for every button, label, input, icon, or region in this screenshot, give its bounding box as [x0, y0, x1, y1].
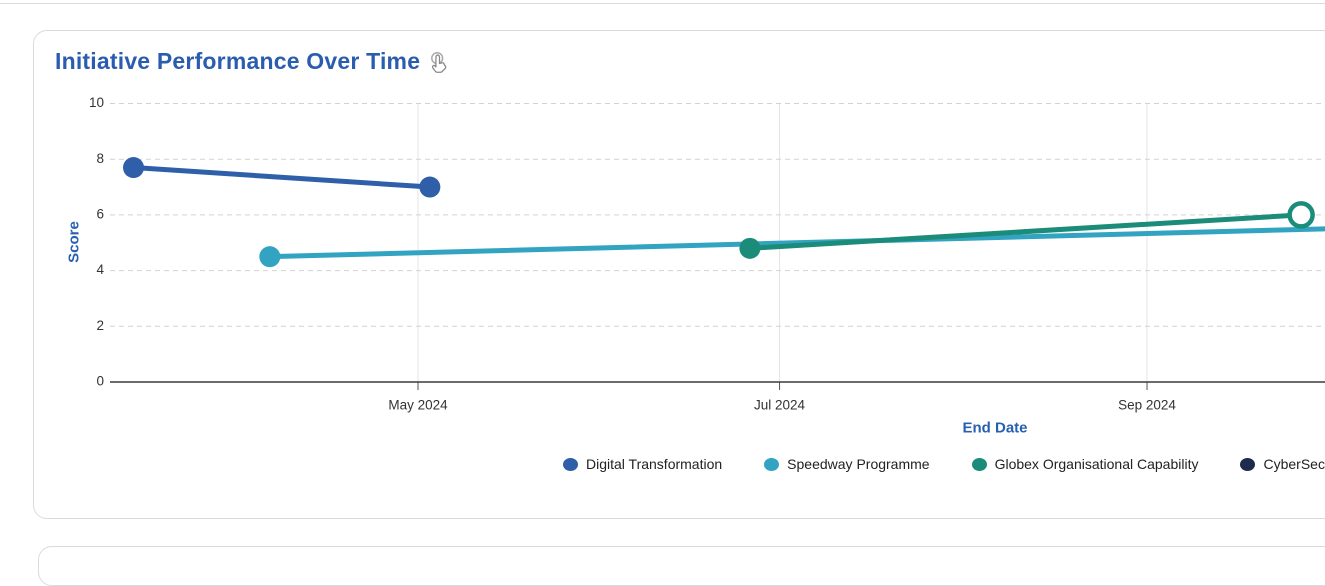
- legend-item-speedway-programme[interactable]: Speedway Programme: [764, 456, 930, 472]
- chart-title: Initiative Performance Over Time: [55, 48, 421, 74]
- legend-item-globex-organisational-capability[interactable]: Globex Organisational Capability: [971, 456, 1199, 472]
- x-axis-title: End Date: [962, 419, 1028, 437]
- x-tick-label: Jul 2024: [754, 398, 806, 413]
- y-axis-title: Score: [65, 221, 83, 263]
- legend-item-cybersec-pro[interactable]: CyberSec Pro: [1240, 456, 1325, 472]
- top-divider: [0, 3, 1325, 4]
- series-line-digital-transformation[interactable]: [131, 165, 433, 190]
- data-point-digital-transformation[interactable]: [123, 157, 145, 179]
- chart-title-row[interactable]: Initiative Performance Over Time: [55, 47, 451, 76]
- y-tick-label: 6: [96, 206, 104, 221]
- legend-marker-icon: [563, 457, 578, 471]
- tap-hand-icon: [428, 51, 451, 76]
- chart-card: [33, 30, 1325, 519]
- legend-item-digital-transformation[interactable]: Digital Transformation: [563, 456, 722, 472]
- data-point-globex-organisational-capability-open[interactable]: [1287, 201, 1315, 229]
- data-point-globex-organisational-capability[interactable]: [739, 237, 761, 259]
- x-tick-label: Sep 2024: [1118, 398, 1176, 413]
- legend-label: Speedway Programme: [787, 456, 930, 472]
- legend-label: Globex Organisational Capability: [994, 456, 1199, 472]
- x-tick-label: May 2024: [388, 398, 448, 413]
- legend-marker-icon: [971, 457, 987, 471]
- data-point-speedway-programme[interactable]: [259, 246, 281, 268]
- line-chart[interactable]: May 2024 Jul 2024 Sep 2024 0 2 4 6 8 10: [0, 0, 1325, 553]
- chart-legend: Digital Transformation Speedway Programme…: [563, 456, 1325, 472]
- y-tick-label: 2: [96, 318, 104, 333]
- legend-marker-icon: [1240, 457, 1256, 471]
- legend-label: Digital Transformation: [586, 456, 723, 472]
- legend-marker-icon: [764, 457, 780, 471]
- y-tick-label: 0: [96, 374, 104, 389]
- y-tick-label: 10: [89, 95, 104, 110]
- y-tick-label: 4: [96, 262, 104, 277]
- series-line-globex-organisational-capability[interactable]: [747, 212, 1304, 251]
- data-point-digital-transformation[interactable]: [419, 176, 441, 198]
- legend-label: CyberSec Pro: [1263, 456, 1325, 472]
- y-tick-label: 8: [96, 151, 104, 166]
- series-line-speedway-programme[interactable]: [267, 226, 1325, 260]
